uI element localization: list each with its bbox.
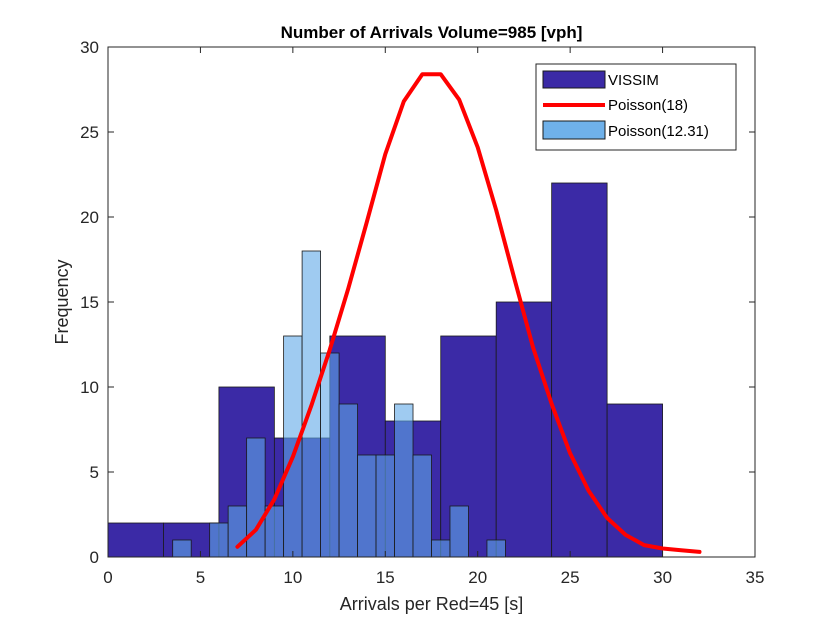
poisson-12-bar [227, 505, 248, 558]
poisson-12-bar [283, 335, 303, 558]
legend: VISSIM Poisson(18) Poisson(12.31) [535, 63, 737, 151]
poisson-12-bar [486, 539, 506, 558]
x-tick-label: 5 [196, 568, 205, 587]
poisson-12-bar [357, 454, 377, 558]
poisson-12-bar [431, 539, 451, 558]
x-tick-label: 25 [561, 568, 580, 587]
poisson-12-bar [172, 539, 192, 558]
poisson-12-bar [412, 454, 432, 558]
poisson-12-bars [172, 250, 506, 558]
poisson-12-bar [320, 352, 340, 558]
y-tick-label: 10 [80, 378, 99, 397]
vissim-bar [551, 182, 608, 558]
vissim-bar [495, 301, 553, 558]
y-tick-label: 25 [80, 123, 99, 142]
x-axis-label: Arrivals per Red=45 [s] [340, 594, 524, 614]
chart-title: Number of Arrivals Volume=985 [vph] [281, 23, 583, 42]
x-tick-label: 15 [376, 568, 395, 587]
poisson-18-curve-layer [235, 72, 702, 554]
legend-swatch-poisson-12 [542, 120, 606, 140]
x-tick-label: 0 [103, 568, 112, 587]
x-tick-label: 10 [283, 568, 302, 587]
y-tick-label: 20 [80, 208, 99, 227]
vissim-bar [107, 522, 164, 558]
y-tick-label: 0 [90, 548, 99, 567]
y-tick-label: 15 [80, 293, 99, 312]
poisson-18-curve [235, 72, 702, 554]
poisson-12-bar [246, 437, 266, 558]
poisson-12-bar [338, 403, 358, 558]
y-axis-label: Frequency [52, 259, 72, 344]
poisson-12-bar [209, 522, 229, 558]
poisson-12-bar [449, 505, 469, 558]
legend-swatch-vissim [542, 70, 606, 89]
legend-label-poisson-18: Poisson(18) [608, 97, 688, 114]
x-tick-label: 30 [653, 568, 672, 587]
legend-label-vissim: VISSIM [608, 72, 659, 89]
axes: 0 5 10 15 20 25 30 35 0 5 10 15 20 25 30 [80, 38, 764, 587]
y-tick-label: 30 [80, 38, 99, 57]
legend-label-poisson-12: Poisson(12.31) [608, 123, 709, 140]
x-tick-label: 35 [746, 568, 765, 587]
y-tick-label: 5 [90, 463, 99, 482]
vissim-bar [606, 403, 663, 558]
poisson-12-bar [375, 454, 395, 558]
poisson-12-bar [394, 403, 414, 558]
x-tick-label: 20 [468, 568, 487, 587]
